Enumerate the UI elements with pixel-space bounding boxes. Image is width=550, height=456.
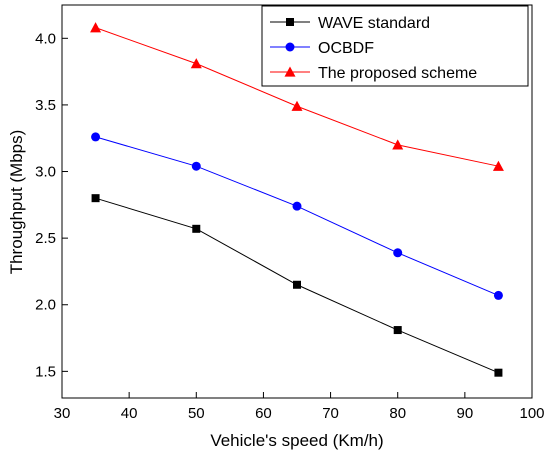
- axis-ticks: 30 40 50 60 70 80 90 100 1.5 2.0 2.5 3.0 3.5 4.0: [35, 30, 544, 422]
- x-tick-label: 90: [457, 405, 474, 422]
- y-tick-label: 3.0: [35, 164, 56, 181]
- legend-label: OCBDF: [318, 40, 374, 57]
- y-tick-label: 3.5: [35, 97, 56, 114]
- x-tick-label: 70: [322, 405, 339, 422]
- legend-marker-triangle: [284, 66, 296, 77]
- series-markers: [90, 22, 504, 377]
- data-point-square: [192, 224, 201, 233]
- x-tick-label: 40: [121, 405, 138, 422]
- data-point-triangle: [190, 58, 202, 69]
- data-point-square: [494, 368, 503, 377]
- x-tick-label: 30: [54, 405, 71, 422]
- data-point-square: [393, 326, 402, 335]
- legend-box: [261, 5, 529, 87]
- data-point-circle: [493, 290, 503, 300]
- data-point-square: [293, 280, 301, 289]
- data-point-circle: [191, 161, 201, 171]
- data-point-circle: [91, 132, 101, 142]
- data-point-circle: [393, 248, 403, 258]
- data-point-square: [91, 194, 100, 203]
- legend-marker-square: [286, 18, 294, 26]
- x-tick-label: 50: [188, 405, 205, 422]
- legend: WAVE standard OCBDF The proposed scheme: [261, 5, 529, 87]
- data-point-circle: [292, 201, 302, 211]
- legend-label: WAVE standard: [318, 15, 430, 32]
- plot-frame: [61, 4, 533, 399]
- legend-marker-circle: [285, 42, 295, 52]
- data-point-triangle: [291, 100, 303, 111]
- y-tick-label: 2.5: [35, 230, 56, 247]
- y-tick-label: 4.0: [35, 30, 56, 47]
- data-point-triangle: [90, 22, 102, 33]
- legend-label: The proposed scheme: [318, 65, 477, 82]
- y-tick-label: 1.5: [35, 363, 56, 380]
- data-point-triangle: [392, 139, 404, 150]
- x-tick-label: 80: [389, 405, 406, 422]
- data-point-triangle: [492, 160, 504, 171]
- x-axis-title: Vehicle's speed (Km/h): [210, 431, 383, 450]
- y-tick-label: 2.0: [35, 297, 56, 314]
- x-tick-label: 100: [519, 405, 544, 422]
- x-tick-label: 60: [255, 405, 272, 422]
- y-axis-title: Throughput (Mbps): [7, 130, 26, 275]
